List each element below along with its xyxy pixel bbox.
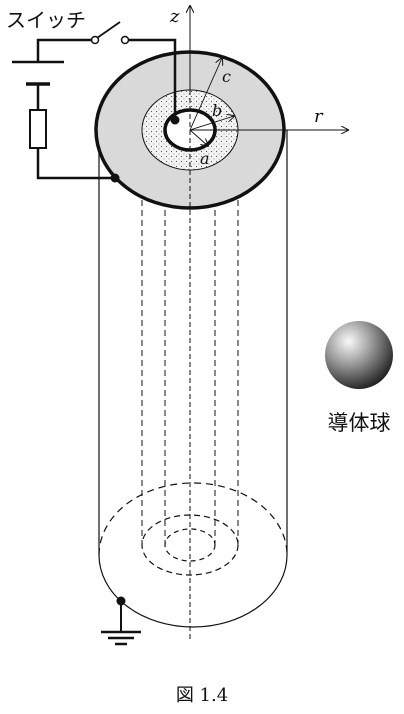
inner-terminal-dot [170,115,180,125]
internal-hidden-edges [141,160,239,545]
radius-c-label: c [222,67,231,86]
z-axis-label: z [169,6,180,27]
figure-caption: 図 1.4 [176,685,228,706]
radius-a-label: a [200,149,210,168]
switch-label: スイッチ [6,8,86,32]
outer-terminal-dot [110,173,120,183]
r-axis: r [190,106,348,130]
conductor-sphere [325,321,393,389]
z-axis: z [169,6,190,640]
r-axis-label: r [314,106,324,127]
ground-symbol [101,596,141,646]
battery [12,60,64,86]
circuit-wiring [36,38,177,180]
cylinder-body [98,130,288,628]
radius-b-label: b [212,101,222,120]
sphere-label: 導体球 [328,411,391,435]
switch [90,21,130,45]
bottom-hidden-rims [98,482,288,576]
resistor [29,109,47,149]
radius-arrows [189,58,234,146]
